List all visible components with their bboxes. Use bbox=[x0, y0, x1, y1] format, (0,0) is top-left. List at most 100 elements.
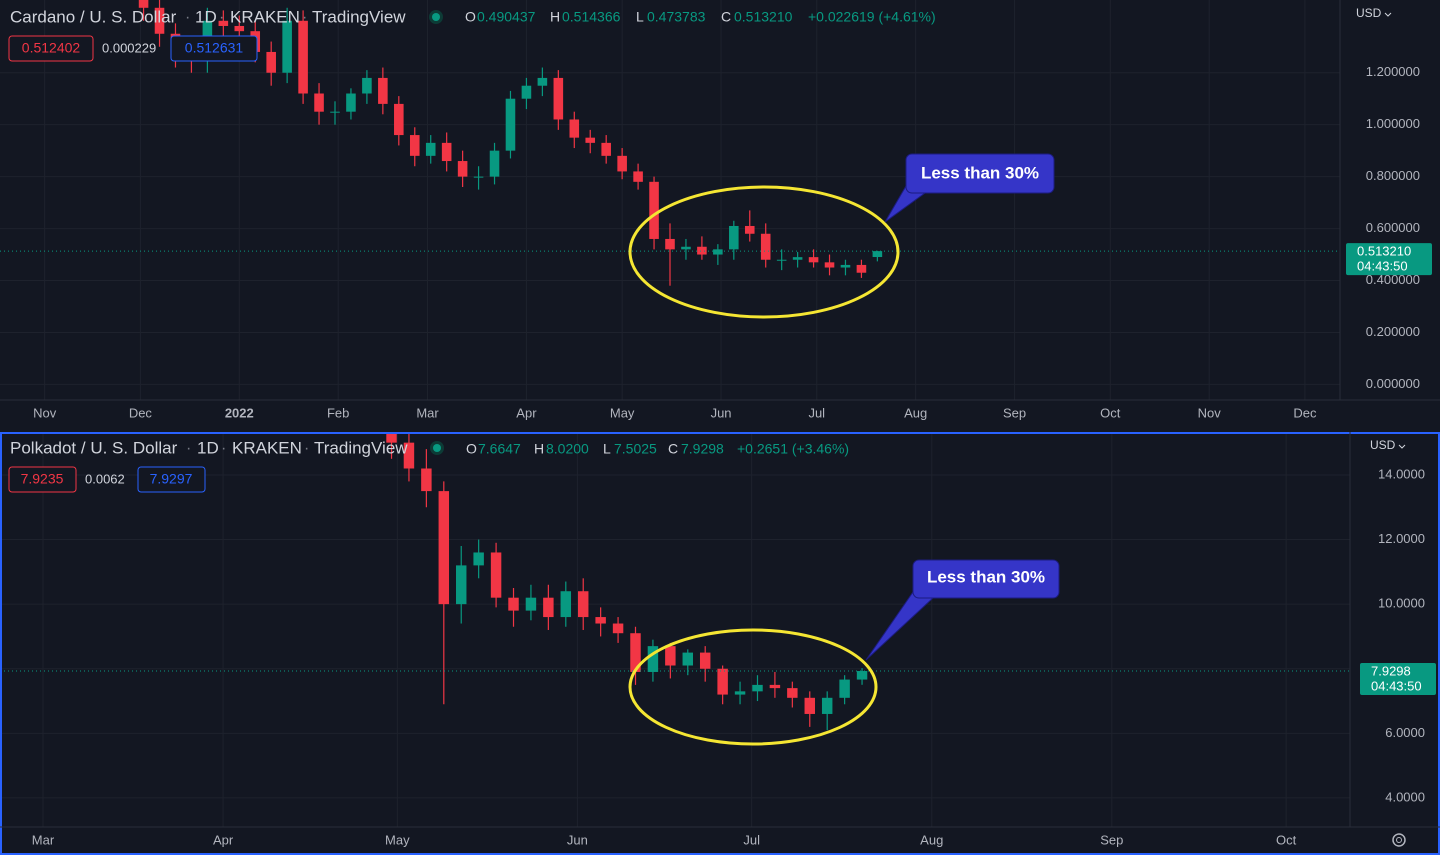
sep: · bbox=[221, 440, 226, 457]
ohlc-value: 0.490437 bbox=[477, 9, 536, 25]
last-price-label: 0.513210 bbox=[1357, 244, 1411, 259]
y-tick-label: 4.0000 bbox=[1385, 789, 1425, 804]
candle-body bbox=[505, 98, 516, 151]
ohlc-key: O bbox=[466, 441, 477, 457]
candle-body bbox=[525, 597, 537, 611]
sep: · bbox=[219, 9, 224, 26]
callout-pointer bbox=[865, 591, 934, 661]
ohlc-value: 7.6647 bbox=[478, 441, 521, 457]
currency-caret bbox=[1398, 444, 1406, 449]
spread: 0.0062 bbox=[85, 471, 125, 486]
candle-body bbox=[218, 20, 229, 26]
candle-body bbox=[553, 77, 564, 120]
x-tick-label: Oct bbox=[1100, 405, 1121, 420]
x-tick-label: Jul bbox=[743, 832, 760, 847]
spread: 0.000229 bbox=[102, 40, 156, 55]
candle-body bbox=[473, 176, 484, 178]
countdown: 04:43:50 bbox=[1371, 678, 1422, 693]
x-tick-label: May bbox=[385, 832, 410, 847]
candle-body bbox=[490, 552, 502, 598]
candle-body bbox=[577, 591, 589, 618]
sep: · bbox=[185, 9, 190, 26]
source: TradingView bbox=[314, 438, 408, 457]
candle-body bbox=[840, 264, 851, 268]
change: +0.2651 (+3.46%) bbox=[737, 441, 849, 457]
candle-body bbox=[824, 262, 835, 268]
candle-body bbox=[438, 491, 450, 605]
annotation: Less than 30% bbox=[921, 163, 1039, 182]
ohlc-key: O bbox=[465, 9, 476, 25]
last-price-label: 7.9298 bbox=[1371, 663, 1411, 678]
currency[interactable]: USD bbox=[1370, 438, 1396, 452]
candle-body bbox=[601, 142, 611, 156]
x-tick-label: Nov bbox=[33, 405, 57, 420]
ohlc-value: 0.513210 bbox=[734, 9, 793, 25]
ohlc-key: L bbox=[603, 441, 611, 457]
last-price-tag bbox=[1360, 663, 1436, 696]
status-dot bbox=[432, 13, 440, 21]
candle-body bbox=[595, 617, 606, 624]
x-tick-label: Jun bbox=[711, 405, 732, 420]
ask: 7.9297 bbox=[150, 471, 193, 487]
active-pane-border bbox=[0, 432, 1440, 855]
x-tick-label: Mar bbox=[32, 832, 55, 847]
candle-body bbox=[394, 103, 404, 136]
candle-body bbox=[717, 668, 728, 695]
candle-body bbox=[508, 597, 519, 611]
candle-body bbox=[386, 432, 397, 443]
candle-body bbox=[330, 111, 340, 113]
candle-body bbox=[537, 77, 548, 86]
candle-body bbox=[808, 257, 819, 263]
candle-body bbox=[569, 119, 580, 138]
y-tick-label: 6.0000 bbox=[1385, 725, 1425, 740]
candle-body bbox=[697, 246, 707, 255]
interval: 1D bbox=[197, 438, 219, 457]
candle-body bbox=[378, 77, 388, 104]
ohlc-key: H bbox=[550, 9, 560, 25]
candle-body bbox=[630, 633, 641, 672]
ohlc-key: H bbox=[534, 441, 544, 457]
ask-box bbox=[170, 35, 258, 62]
y-tick-label: 10.0000 bbox=[1378, 596, 1425, 611]
symbol: Polkadot / U. S. Dollar bbox=[10, 438, 178, 457]
annotation: Less than 30% bbox=[927, 567, 1045, 586]
candle-body bbox=[776, 259, 787, 261]
candle-body bbox=[647, 646, 659, 672]
candle-body bbox=[282, 20, 292, 73]
bid: 0.512402 bbox=[22, 40, 81, 56]
x-tick-label: Dec bbox=[1293, 405, 1317, 420]
change: +0.022619 (+4.61%) bbox=[808, 9, 936, 25]
callout bbox=[905, 153, 1055, 194]
x-tick-label: Apr bbox=[516, 405, 537, 420]
symbol: Cardano / U. S. Dollar bbox=[10, 7, 177, 26]
currency[interactable]: USD bbox=[1356, 6, 1382, 20]
candle-body bbox=[821, 697, 833, 714]
bid: 7.9235 bbox=[21, 471, 64, 487]
candle-body bbox=[729, 225, 739, 250]
x-tick-label: Aug bbox=[920, 832, 943, 847]
x-tick-label: Aug bbox=[904, 405, 927, 420]
candle-body bbox=[441, 142, 452, 162]
candle-body bbox=[521, 85, 532, 99]
ohlc-value: 0.514366 bbox=[562, 9, 621, 25]
highlight-ellipse bbox=[628, 185, 900, 319]
candle-body bbox=[744, 225, 755, 234]
candle-body bbox=[856, 264, 867, 273]
candle-body bbox=[266, 51, 276, 73]
y-tick-label: 12.0000 bbox=[1378, 531, 1425, 546]
candle-body bbox=[425, 142, 436, 156]
x-tick-label: Apr bbox=[213, 832, 234, 847]
ohlc-value: 7.9298 bbox=[681, 441, 724, 457]
candle-body bbox=[665, 646, 676, 666]
candle-body bbox=[649, 181, 659, 239]
candle-body bbox=[752, 684, 763, 692]
countdown: 04:43:50 bbox=[1357, 259, 1408, 274]
settings-icon[interactable] bbox=[1392, 833, 1406, 847]
plot bbox=[0, 0, 1340, 286]
candle-body bbox=[154, 7, 165, 34]
candle-body bbox=[403, 442, 415, 469]
ask: 0.512631 bbox=[185, 40, 244, 56]
sep: · bbox=[304, 440, 309, 457]
candle-body bbox=[456, 565, 467, 605]
